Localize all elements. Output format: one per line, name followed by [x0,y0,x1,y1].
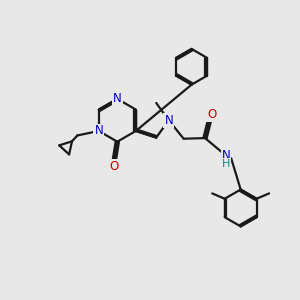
Text: H: H [222,159,230,169]
Text: N: N [113,92,122,105]
Text: O: O [109,160,119,172]
Text: N: N [164,114,173,127]
Text: N: N [221,149,230,162]
Text: O: O [207,108,217,121]
Text: N: N [94,124,103,137]
